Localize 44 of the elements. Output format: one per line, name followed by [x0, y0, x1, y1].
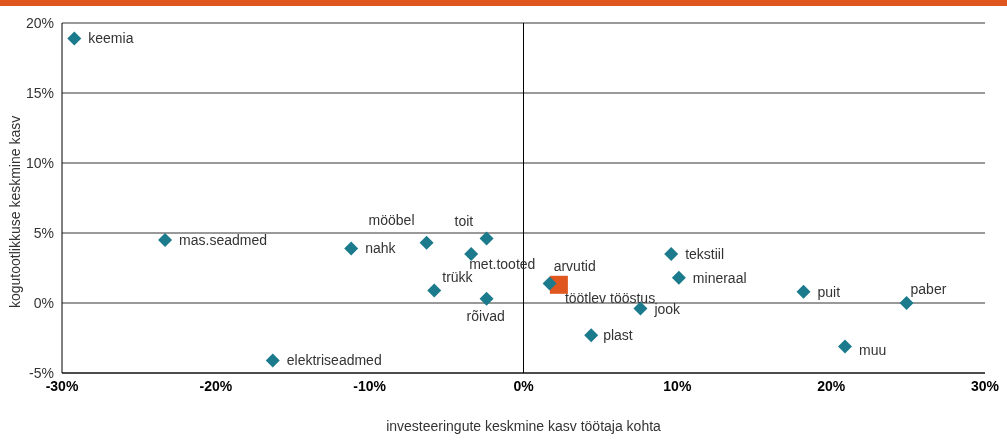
series-label: töötlev tööstus — [564, 289, 656, 306]
x-tick-label: 0% — [513, 377, 535, 394]
annotation: trükk — [442, 269, 474, 286]
annotation: nahk — [365, 240, 397, 257]
point — [838, 339, 853, 354]
annotation: mineraal — [692, 269, 747, 286]
annotation: toit — [454, 212, 474, 229]
point — [796, 284, 811, 299]
y-tick-label: 5% — [33, 224, 54, 241]
annotation: tekstiil — [685, 246, 725, 262]
point — [419, 235, 434, 250]
annotation: mööbel — [368, 211, 415, 228]
annotation: muu — [859, 342, 887, 359]
annotation: arvutid — [553, 258, 596, 275]
x-tick-label: -20% — [199, 377, 233, 394]
point — [265, 353, 280, 368]
point — [479, 291, 494, 306]
x-tick-label: 20% — [817, 377, 846, 394]
point — [664, 247, 679, 261]
annotation: puit — [817, 283, 841, 300]
annotation: elektriseadmed — [286, 352, 382, 369]
point — [479, 231, 494, 246]
point — [158, 233, 173, 247]
point — [899, 296, 914, 310]
point — [427, 283, 442, 298]
annotation: mas.seadmed — [179, 232, 268, 248]
y-tick-label: 10% — [25, 154, 54, 171]
x-axis-title: investeeringute keskmine kasv töötaja kohta — [386, 418, 662, 434]
point — [344, 241, 359, 256]
x-tick-label: 10% — [663, 377, 692, 394]
y-tick-label: 0% — [33, 294, 54, 311]
annotation: rõivad — [466, 307, 505, 324]
y-tick-label: 20% — [25, 14, 54, 31]
point — [584, 328, 599, 343]
x-tick-label: 30% — [970, 377, 1000, 394]
x-tick-label: -10% — [353, 377, 387, 394]
y-tick-label: 15% — [25, 84, 54, 101]
annotation: plast — [603, 327, 633, 344]
annotation: paber — [910, 281, 947, 297]
point — [542, 276, 557, 291]
point — [671, 270, 686, 285]
y-axis-title: kogutootlikkuse keskmine kasv — [6, 115, 23, 308]
point — [67, 31, 82, 46]
annotation: keemia — [88, 30, 134, 47]
